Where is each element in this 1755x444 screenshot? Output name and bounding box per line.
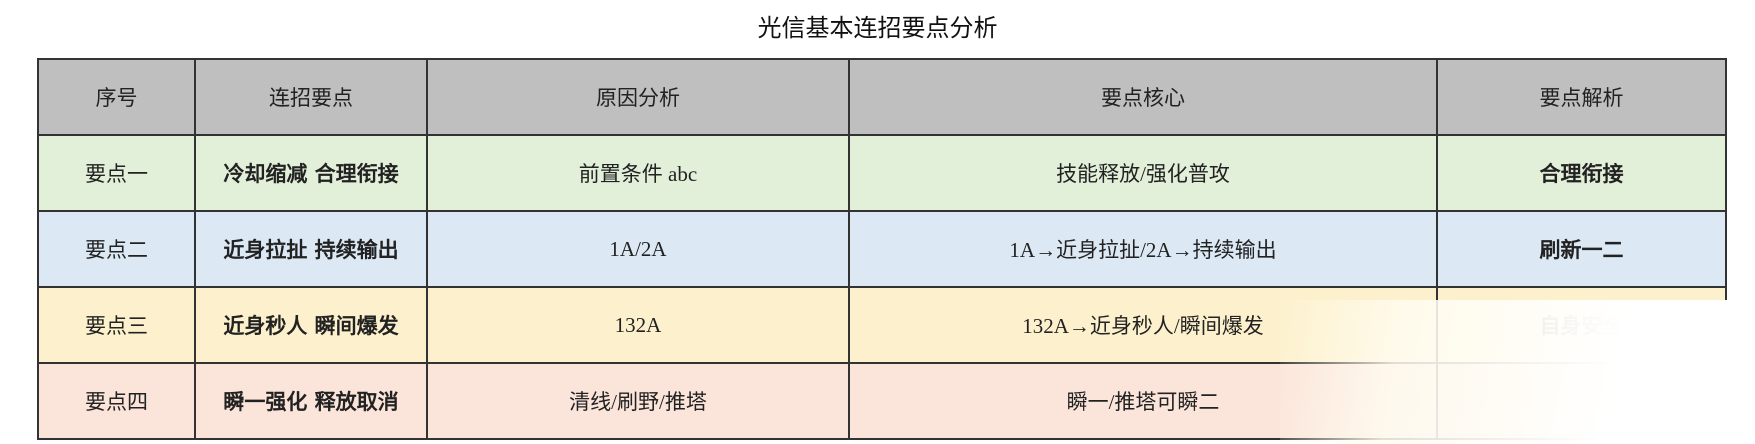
table-cell: 要点三 <box>37 286 196 364</box>
analysis-table: 序号 连招要点 原因分析 要点核心 要点解析 要点一 冷却缩减 合理衔接 前置条件 … <box>37 58 1727 440</box>
header-row: 序号 连招要点 原因分析 要点核心 要点解析 <box>37 58 1727 136</box>
table-cell: 1A→近身拉扯/2A→持续输出 <box>848 210 1438 288</box>
table-cell: 近身拉扯 持续输出 <box>194 210 428 288</box>
table-cell: 要点四 <box>37 362 196 440</box>
table-cell: 刷新一二 <box>1436 210 1727 288</box>
table-row: 要点二 近身拉扯 持续输出 1A/2A 1A→近身拉扯/2A→持续输出 刷新一二 <box>37 210 1727 288</box>
header-cell: 要点解析 <box>1436 58 1727 136</box>
page-title: 光信基本连招要点分析 <box>757 14 998 42</box>
table-cell: 瞬一强化 释放取消 <box>194 362 428 440</box>
blur-overlay <box>1280 300 1755 444</box>
table-cell: 前置条件 abc <box>426 134 850 212</box>
table-cell: 合理衔接 <box>1436 134 1727 212</box>
table-row: 要点一 冷却缩减 合理衔接 前置条件 abc 技能释放/强化普攻 合理衔接 <box>37 134 1727 212</box>
table-cell: 冷却缩减 合理衔接 <box>194 134 428 212</box>
header-cell: 要点核心 <box>848 58 1438 136</box>
table-cell: 要点一 <box>37 134 196 212</box>
table-cell: 1A/2A <box>426 210 850 288</box>
table-cell: 清线/刷野/推塔 <box>426 362 850 440</box>
header-cell: 序号 <box>37 58 196 136</box>
header-cell: 连招要点 <box>194 58 428 136</box>
header-cell: 原因分析 <box>426 58 850 136</box>
table-cell: 要点二 <box>37 210 196 288</box>
table-cell: 近身秒人 瞬间爆发 <box>194 286 428 364</box>
table-cell: 132A <box>426 286 850 364</box>
table-cell: 技能释放/强化普攻 <box>848 134 1438 212</box>
